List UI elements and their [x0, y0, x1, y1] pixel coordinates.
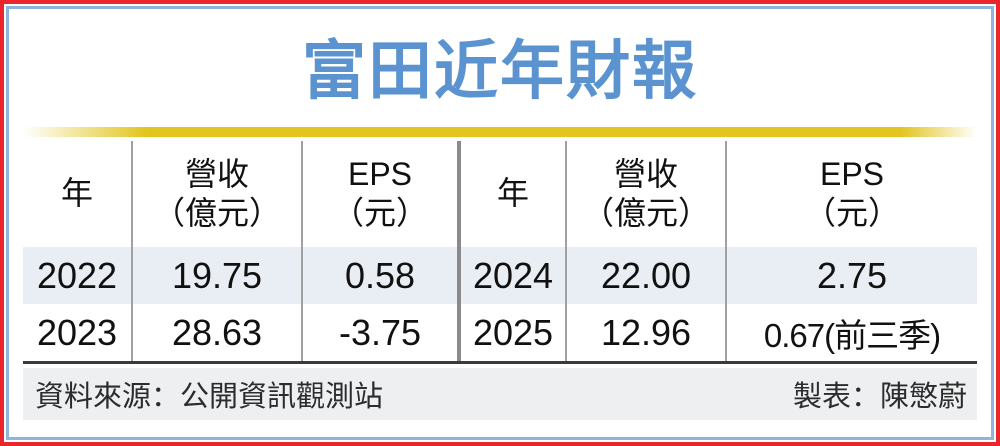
cell-eps-2023: -3.75	[303, 304, 461, 361]
cell-revenue-2025: 12.96	[567, 304, 727, 361]
header-revenue-left-line1: 營收	[184, 155, 249, 192]
cell-eps-2022: 0.58	[303, 247, 461, 304]
cell-revenue-2023: 28.63	[133, 304, 303, 361]
header-revenue-left: 營收 （億元）	[133, 141, 303, 247]
cell-year-2023: 2023	[23, 304, 133, 361]
header-year-right: 年	[461, 141, 567, 247]
header-eps-left-line1: EPS	[347, 155, 413, 192]
gold-divider-bar	[23, 127, 977, 137]
header-revenue-left-line2: （億元）	[152, 195, 281, 231]
header-year-left: 年	[23, 141, 133, 247]
table-credit-label: 製表：陳慜蔚	[792, 381, 967, 413]
cell-revenue-2022: 19.75	[133, 247, 303, 304]
header-year-left-label: 年	[60, 175, 93, 212]
cell-year-2022: 2022	[23, 247, 133, 304]
cell-year-2024: 2024	[461, 247, 567, 304]
financial-table: 年 營收 （億元） EPS （元） 年 營收 （億元） EPS （元） 2	[23, 141, 977, 364]
blue-inner-frame: 富田近年財報 年 營收 （億元） EPS （元） 年 營收 （億元）	[6, 6, 994, 440]
header-eps-right-line2: （元）	[803, 195, 900, 231]
header-eps-right-line1: EPS	[819, 155, 885, 192]
header-eps-right: EPS （元）	[727, 141, 977, 247]
header-eps-left: EPS （元）	[303, 141, 461, 247]
header-eps-left-line2: （元）	[331, 195, 428, 231]
header-revenue-right-line2: （億元）	[581, 195, 710, 231]
data-source-label: 資料來源：公開資訊觀測站	[35, 381, 384, 413]
cell-year-2025: 2025	[461, 304, 567, 361]
header-year-right-label: 年	[496, 175, 529, 212]
header-revenue-right-line1: 營收	[613, 155, 678, 192]
cell-revenue-2024: 22.00	[567, 247, 727, 304]
footer-strip: 資料來源：公開資訊觀測站 製表：陳慜蔚	[23, 368, 977, 420]
page-title: 富田近年財報	[302, 35, 698, 107]
header-revenue-right: 營收 （億元）	[567, 141, 727, 247]
cell-eps-2024: 2.75	[727, 247, 977, 304]
cell-eps-2025: 0.67(前三季)	[763, 316, 941, 354]
